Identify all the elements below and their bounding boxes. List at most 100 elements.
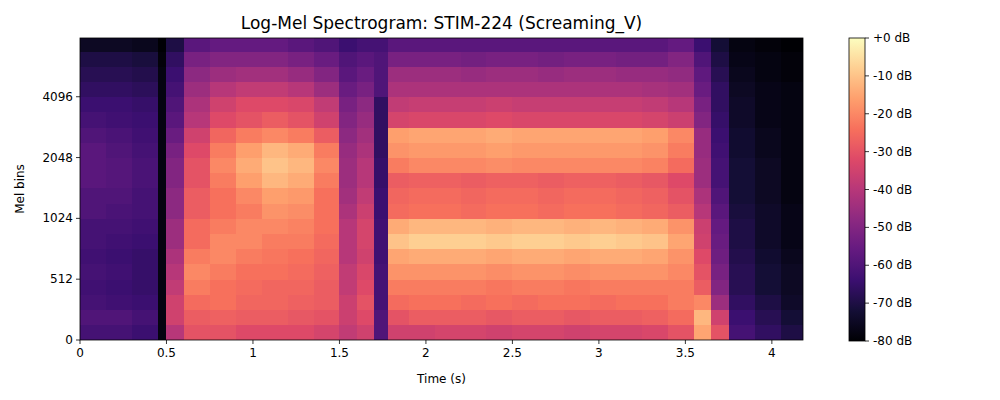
cell (339, 51, 357, 67)
cell (642, 127, 668, 143)
cell (166, 127, 184, 143)
cell (564, 218, 590, 234)
cell (616, 279, 642, 295)
cell (616, 325, 642, 340)
cell (288, 279, 314, 295)
cell (288, 142, 314, 158)
cell (755, 310, 781, 326)
cell (388, 38, 409, 52)
cell (781, 82, 803, 98)
cell (409, 158, 435, 174)
cell (435, 264, 461, 280)
cell (755, 203, 781, 219)
y-tick (76, 218, 80, 219)
cell (288, 51, 314, 67)
cell (210, 158, 236, 174)
cell (781, 127, 803, 143)
cell (106, 158, 132, 174)
cell (357, 218, 375, 234)
cell (538, 127, 564, 143)
cell (512, 310, 538, 326)
cell (236, 112, 262, 128)
cell (590, 203, 616, 219)
cell (755, 249, 781, 265)
cell (435, 158, 461, 174)
cell (781, 51, 803, 67)
cell (461, 51, 487, 67)
cell (357, 173, 375, 189)
cell (409, 82, 435, 98)
cell (80, 173, 106, 189)
cell (132, 127, 158, 143)
cell (166, 97, 184, 113)
cell (374, 51, 388, 67)
cell (694, 142, 712, 158)
cell (642, 249, 668, 265)
cell (236, 173, 262, 189)
cell (461, 249, 487, 265)
cell (409, 66, 435, 82)
cell (262, 38, 288, 52)
cell (210, 188, 236, 204)
cell (461, 294, 487, 310)
cell (210, 234, 236, 250)
cell (80, 82, 106, 98)
cell (564, 158, 590, 174)
cell (314, 203, 340, 219)
cell (184, 127, 210, 143)
cell (616, 97, 642, 113)
cell (590, 66, 616, 82)
cell (339, 188, 357, 204)
cell (642, 203, 668, 219)
cell (590, 279, 616, 295)
cell (106, 249, 132, 265)
cell (435, 97, 461, 113)
cell (590, 218, 616, 234)
cell (729, 203, 755, 219)
cell (262, 218, 288, 234)
cell (590, 264, 616, 280)
cell (564, 234, 590, 250)
cell (461, 142, 487, 158)
x-tick-label: 2 (422, 346, 430, 360)
cell (184, 249, 210, 265)
colorbar-tick (865, 189, 869, 190)
cell (374, 264, 388, 280)
cell (80, 142, 106, 158)
cell (339, 127, 357, 143)
cell (755, 173, 781, 189)
cell (435, 279, 461, 295)
cell (158, 142, 167, 158)
cell (461, 158, 487, 174)
cell (616, 203, 642, 219)
y-tick-label: 2048 (42, 151, 73, 165)
cell (564, 142, 590, 158)
cell (729, 218, 755, 234)
cell (357, 279, 375, 295)
cell (236, 325, 262, 340)
cell (288, 66, 314, 82)
cell (166, 142, 184, 158)
cell (236, 188, 262, 204)
cell (184, 97, 210, 113)
cell (314, 264, 340, 280)
cell (388, 82, 409, 98)
cell (564, 127, 590, 143)
cell (158, 97, 167, 113)
cell (184, 264, 210, 280)
cell (314, 127, 340, 143)
cell (288, 264, 314, 280)
cell (781, 249, 803, 265)
cell (166, 325, 184, 340)
cell (564, 66, 590, 82)
cell (158, 66, 167, 82)
cell (374, 127, 388, 143)
cell (729, 82, 755, 98)
x-tick (80, 340, 81, 344)
x-tick-label: 1 (249, 346, 257, 360)
cell (711, 112, 729, 128)
cell (262, 82, 288, 98)
cell (357, 234, 375, 250)
cell (538, 294, 564, 310)
cell (158, 51, 167, 67)
